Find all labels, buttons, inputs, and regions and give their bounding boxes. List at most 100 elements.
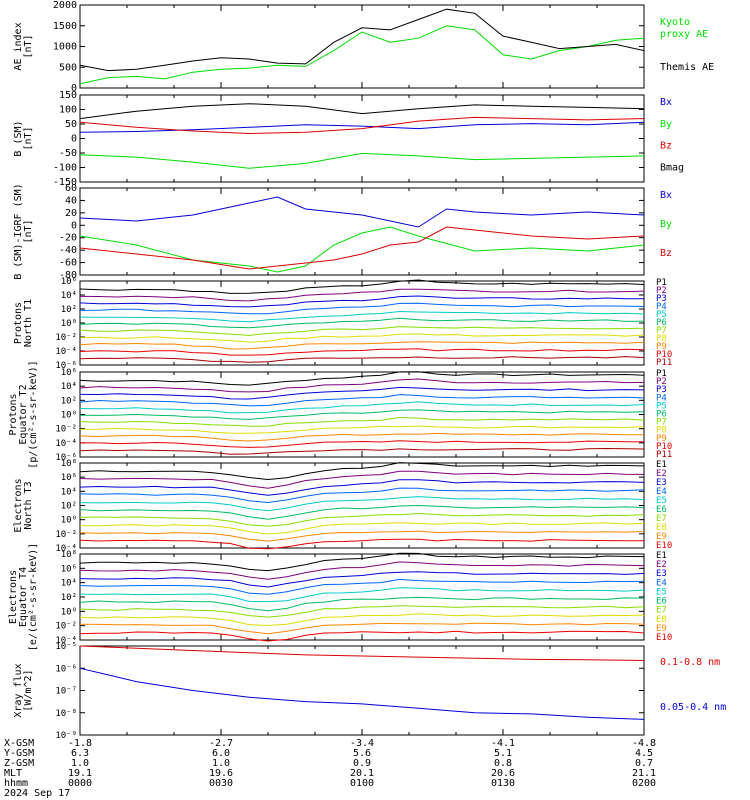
channel-label: P7 — [656, 326, 667, 336]
y-tick-label: 10² — [61, 396, 77, 406]
channel-line-p5 — [79, 310, 645, 323]
series-line-by — [79, 152, 645, 169]
y-tick-label: 10⁻² — [55, 530, 77, 540]
channel-line-p9 — [79, 341, 645, 350]
channel-line-e6 — [79, 504, 645, 520]
channel-label: P4 — [656, 302, 667, 312]
y-tick-label: 0 — [71, 134, 77, 145]
y-axis-label: North T3 — [23, 481, 34, 529]
y-tick-label: 100 — [59, 105, 77, 116]
channel-label: P9 — [656, 342, 667, 352]
x-axis-tick-value: 1.0 — [71, 758, 89, 769]
channel-label: P8 — [656, 426, 667, 436]
y-axis-label: [e/(cm²-s-sr-keV)] — [28, 543, 39, 651]
series-line-0-05-0-4-nm — [79, 667, 645, 720]
channel-line-p9 — [79, 432, 644, 442]
legend-label: 0.05-0.4 nm — [660, 702, 726, 713]
channel-line-p1 — [79, 279, 645, 294]
y-tick-label: 10⁻⁴ — [55, 347, 77, 357]
y-axis-label: Protons — [13, 302, 24, 344]
channel-line-e7 — [79, 605, 645, 618]
x-axis-tick-value: 21.1 — [632, 768, 656, 779]
legend-label: 0.1-0.8 nm — [660, 657, 720, 668]
series-line-bx — [79, 121, 645, 133]
channel-label: P10 — [656, 442, 672, 452]
x-axis-tick-value: 0200 — [632, 778, 656, 789]
y-tick-label: 40 — [65, 195, 77, 206]
y-tick-label: 10⁻⁶ — [55, 453, 77, 463]
y-tick-label: 10⁰ — [61, 411, 77, 421]
x-axis-tick-value: -4.8 — [632, 738, 656, 749]
y-axis-label: [nT] — [23, 34, 34, 58]
channel-label: P5 — [656, 401, 667, 411]
legend-label: Bx — [660, 190, 672, 201]
y-tick-label: -100 — [53, 163, 77, 174]
y-axis-label: North T1 — [23, 299, 34, 347]
channel-line-p5 — [79, 401, 645, 414]
x-axis-tick-value: 19.1 — [68, 768, 92, 779]
series-line-by — [79, 226, 645, 273]
x-axis-tick-value: -1.8 — [68, 738, 92, 749]
channel-line-p7 — [79, 326, 645, 336]
y-tick-label: 10⁻⁸ — [55, 709, 77, 719]
x-axis-tick-value: 0130 — [491, 778, 515, 789]
channel-label: P6 — [656, 318, 667, 328]
channel-label: P10 — [656, 350, 672, 360]
channel-label: P1 — [656, 278, 667, 288]
legend-label: Kyoto — [660, 17, 690, 28]
channel-label: E8 — [656, 615, 667, 625]
legend-label: Bz — [660, 248, 672, 259]
legend-label: proxy AE — [660, 29, 708, 40]
channel-label: P2 — [656, 377, 667, 387]
y-tick-label: 10⁰ — [61, 607, 77, 617]
y-tick-label: 10⁻⁴ — [55, 544, 77, 554]
channel-line-e8 — [79, 613, 645, 627]
channel-label: E2 — [656, 469, 667, 479]
channel-line-e4 — [79, 578, 645, 595]
channel-line-e2 — [79, 561, 645, 580]
x-axis-tick-value: 6.3 — [71, 748, 89, 759]
channel-label: E10 — [656, 541, 672, 551]
y-axis-label: B (SM)-IGRF (SM) — [13, 183, 24, 279]
y-tick-label: -40 — [59, 245, 77, 256]
y-axis-label: Protons — [8, 393, 19, 435]
panel-frame-electrons_e — [79, 553, 645, 641]
channel-label: E2 — [656, 560, 667, 570]
y-tick-label: 10⁻⁷ — [55, 687, 77, 697]
y-tick-label: 10⁻⁹ — [55, 731, 77, 741]
y-tick-label: -80 — [59, 270, 77, 281]
channel-label: E1 — [656, 460, 667, 470]
x-axis-tick-value: -2.7 — [209, 738, 233, 749]
channel-label: P11 — [656, 358, 672, 368]
panel-frame-bigrf — [79, 187, 645, 276]
y-tick-label: 50 — [65, 119, 77, 130]
y-tick-label: 1500 — [53, 21, 77, 32]
channel-line-p11 — [79, 447, 645, 455]
y-tick-label: 2000 — [53, 0, 77, 11]
y-tick-label: 10⁻⁴ — [55, 439, 77, 449]
x-axis-tick-value: 0.7 — [635, 758, 653, 769]
y-tick-label: 10⁸ — [61, 550, 77, 560]
channel-line-e4 — [79, 487, 645, 504]
x-axis-tick-value: 0100 — [350, 778, 374, 789]
channel-label: E3 — [656, 569, 667, 579]
y-tick-label: 10² — [61, 502, 77, 512]
y-tick-label: 20 — [65, 208, 77, 219]
channel-line-e9 — [79, 530, 645, 542]
x-axis-tick-value: -3.4 — [350, 738, 374, 749]
y-tick-label: 0 — [71, 220, 77, 231]
x-axis-tick-value: -4.1 — [491, 738, 515, 749]
channel-line-e5 — [79, 587, 645, 603]
y-tick-label: 10² — [61, 305, 77, 315]
channel-label: E8 — [656, 523, 667, 533]
y-tick-label: 10⁻⁶ — [55, 664, 77, 674]
plot-date: 2024 Sep 17 — [4, 788, 70, 799]
x-axis-tick-value: 5.6 — [353, 748, 371, 759]
channel-label: E9 — [656, 532, 667, 542]
y-axis-label: [W/m^2] — [23, 669, 34, 711]
y-tick-label: 10⁴ — [61, 291, 77, 301]
channel-label: E4 — [656, 487, 667, 497]
channel-line-p6 — [79, 317, 645, 329]
channel-line-p11 — [79, 356, 645, 363]
